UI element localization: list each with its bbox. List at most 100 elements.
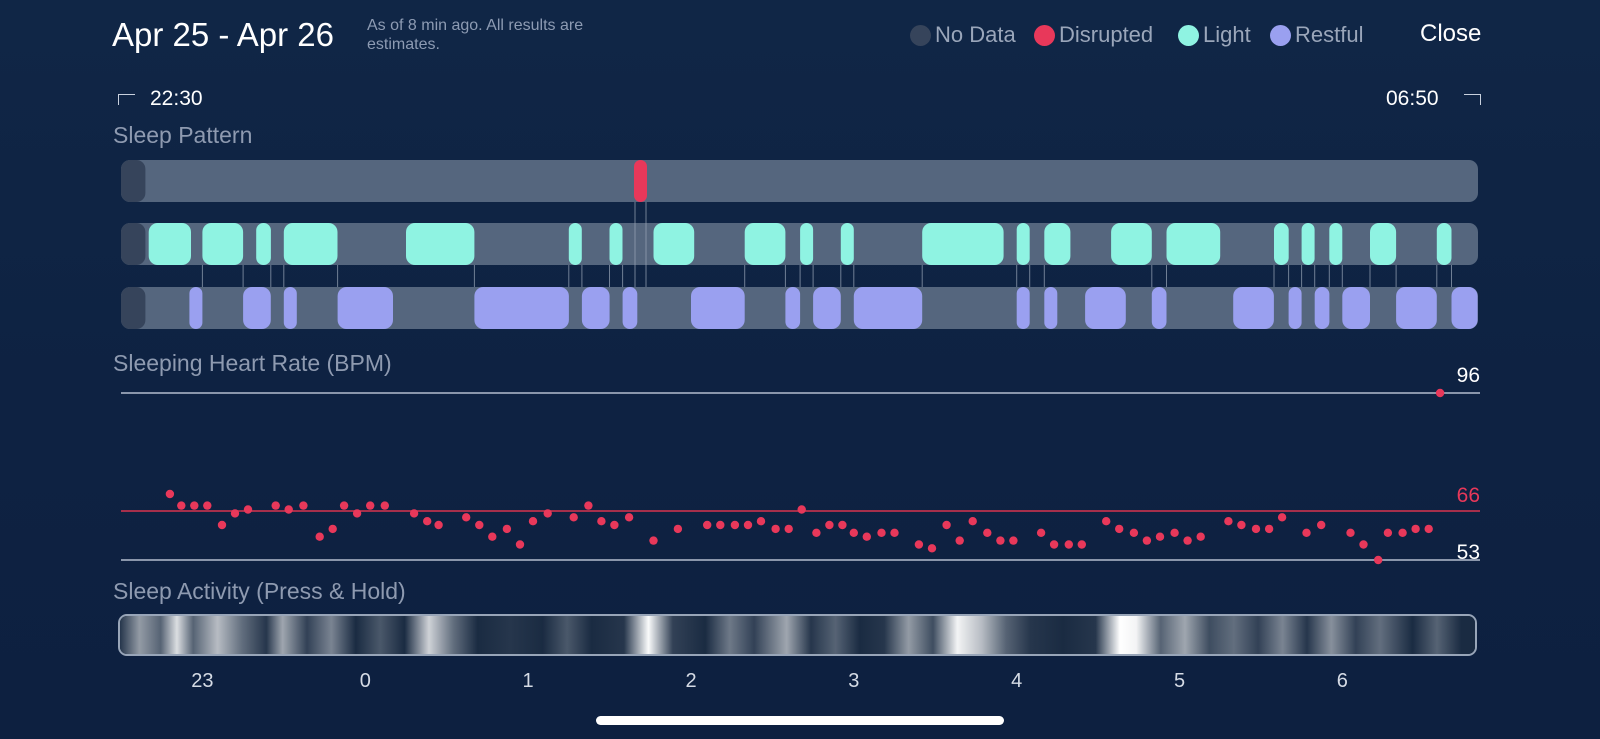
heart-rate-point [968, 517, 977, 526]
heart-rate-point [784, 524, 793, 534]
light-block [568, 223, 582, 265]
no-data-block [121, 160, 146, 202]
legend-restful: Restful [1270, 22, 1363, 48]
heart-rate-point [217, 520, 227, 530]
heart-rate-point [1077, 540, 1087, 549]
x-tick-label: 23 [191, 670, 214, 692]
no-data-block [121, 223, 146, 265]
end-time: 06:50 [1386, 87, 1439, 110]
light-block [922, 223, 1004, 265]
restful-block [813, 287, 841, 329]
heart-rate-point [203, 501, 212, 510]
x-tick-label: 3 [848, 670, 860, 692]
restful-block [1085, 287, 1126, 329]
heart-rate-point [1170, 528, 1179, 537]
sleep-pattern-chart[interactable] [0, 0, 1600, 340]
restful-block [1044, 287, 1058, 329]
heart-rate-point [955, 536, 964, 545]
heart-rate-point [797, 505, 806, 514]
heart-rate-point [1237, 520, 1246, 530]
heart-rate-point [756, 517, 766, 526]
heart-rate-point [624, 513, 634, 522]
light-block [1016, 223, 1030, 265]
max-label: 96 [1457, 364, 1480, 387]
legend-light: Light [1178, 22, 1251, 48]
x-tick-label: 4 [1011, 670, 1023, 692]
heart-rate-point [1302, 528, 1311, 537]
light-block [256, 223, 271, 265]
range-end-bracket-icon [1464, 94, 1481, 105]
home-indicator[interactable] [596, 716, 1004, 725]
disrupted-dot-icon [1034, 24, 1055, 46]
heart-rate-point [515, 540, 525, 549]
range-start-bracket-icon [118, 94, 135, 105]
heart-rate-point [543, 509, 552, 518]
heart-rate-point [284, 505, 293, 514]
heart-rate-point [528, 517, 538, 526]
legend-label: Light [1203, 22, 1251, 47]
stage-blocks [121, 160, 1478, 329]
x-tick-label: 6 [1336, 670, 1348, 692]
heart-rate-point [862, 532, 871, 541]
x-tick-label: 5 [1173, 670, 1186, 692]
light-dot-icon [1178, 24, 1199, 46]
disrupted-block [634, 160, 647, 202]
sleep-pattern-title: Sleep Pattern [113, 122, 253, 148]
heart-rate-point [190, 501, 199, 510]
restful-block [1233, 287, 1274, 329]
restful-block [337, 287, 393, 329]
light-block [1436, 223, 1452, 265]
legend-no-data: No Data [910, 22, 1016, 48]
light-block [744, 223, 786, 265]
light-block [1044, 223, 1071, 265]
x-tick-label: 0 [359, 670, 371, 692]
light-block [1301, 223, 1315, 265]
heart-rate-point [1009, 536, 1018, 545]
heart-rate-point [328, 524, 337, 534]
heart-rate-point [703, 520, 712, 530]
light-block [148, 223, 191, 265]
stage-connector-lines [201, 202, 1452, 287]
heart-rate-point [1036, 528, 1046, 537]
disrupted-track [121, 160, 1478, 202]
heart-rate-point [584, 501, 593, 510]
restful-block [785, 287, 801, 329]
heart-rate-point [1411, 524, 1420, 534]
heart-rate-point [339, 501, 349, 510]
restful-block [1342, 287, 1370, 329]
heart-rate-point [1383, 528, 1393, 537]
date-range-title: Apr 25 - Apr 26 [112, 16, 334, 53]
heart-rate-point [1374, 555, 1383, 565]
light-block [800, 223, 814, 265]
avg-label: 66 [1457, 484, 1480, 507]
restful-block [691, 287, 745, 329]
restful-block [283, 287, 297, 329]
heart-rate-point [673, 524, 683, 534]
heart-rate-point [165, 489, 175, 499]
restful-block [1314, 287, 1330, 329]
restful-block [243, 287, 271, 329]
legend-label: No Data [935, 22, 1016, 47]
heart-rate-point [1196, 532, 1205, 541]
heart-rate-point [243, 505, 253, 514]
sleep-activity-bar[interactable] [118, 614, 1477, 656]
heart-rate-point [825, 520, 834, 530]
close-button[interactable]: Close [1420, 20, 1482, 47]
heart-rate-point [352, 509, 362, 518]
heart-rate-point [649, 536, 658, 545]
heart-rate-point [927, 544, 937, 553]
heart-rate-point [569, 513, 578, 522]
legend-label: Restful [1295, 22, 1364, 47]
light-block [609, 223, 623, 265]
heart-rate-point [434, 520, 443, 530]
heart-rate-point [475, 520, 484, 530]
heart-rate-point [315, 532, 324, 541]
heart-rate-point [716, 520, 725, 530]
heart-rate-title: Sleeping Heart Rate (BPM) [113, 350, 392, 376]
heart-rate-point [771, 524, 780, 534]
no-data-block [121, 287, 146, 329]
heart-rate-point [890, 528, 899, 537]
heart-rate-point [1183, 536, 1192, 545]
heart-rate-point [838, 520, 847, 530]
start-time: 22:30 [150, 87, 203, 110]
